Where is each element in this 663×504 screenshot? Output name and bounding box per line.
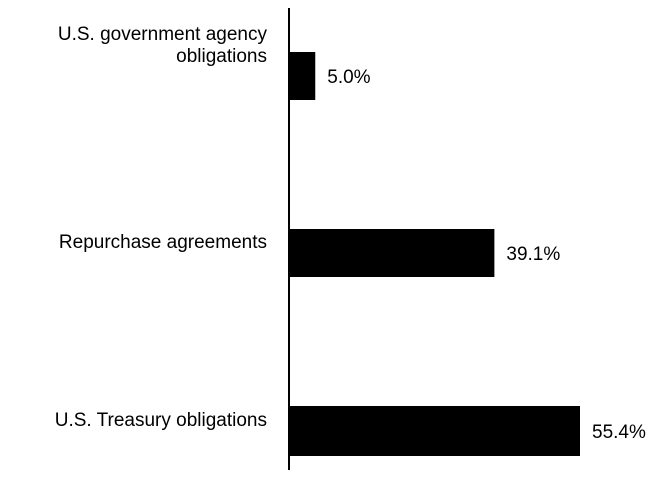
bar-0 xyxy=(289,52,316,100)
value-label-0: 5.0% xyxy=(327,67,370,88)
value-labels-group: 5.0% 39.1% 55.4% xyxy=(327,67,646,443)
category-labels-group: U.S. government agency obligations Repurch… xyxy=(55,24,268,431)
bar-2 xyxy=(289,406,580,456)
value-label-1: 39.1% xyxy=(506,244,560,265)
value-label-2: 55.4% xyxy=(592,422,646,443)
category-label-2-line-0: U.S. Treasury obligations xyxy=(55,410,267,431)
bars-group xyxy=(289,52,580,456)
category-label-1: Repurchase agreements xyxy=(59,232,267,253)
category-label-2: U.S. Treasury obligations xyxy=(55,410,267,431)
category-label-0-line-0: U.S. government agency xyxy=(58,24,268,45)
category-label-0-line-1: obligations xyxy=(176,46,267,67)
bar-1 xyxy=(289,229,495,277)
category-label-1-line-0: Repurchase agreements xyxy=(59,232,267,253)
category-label-0: U.S. government agency obligations xyxy=(58,24,268,67)
